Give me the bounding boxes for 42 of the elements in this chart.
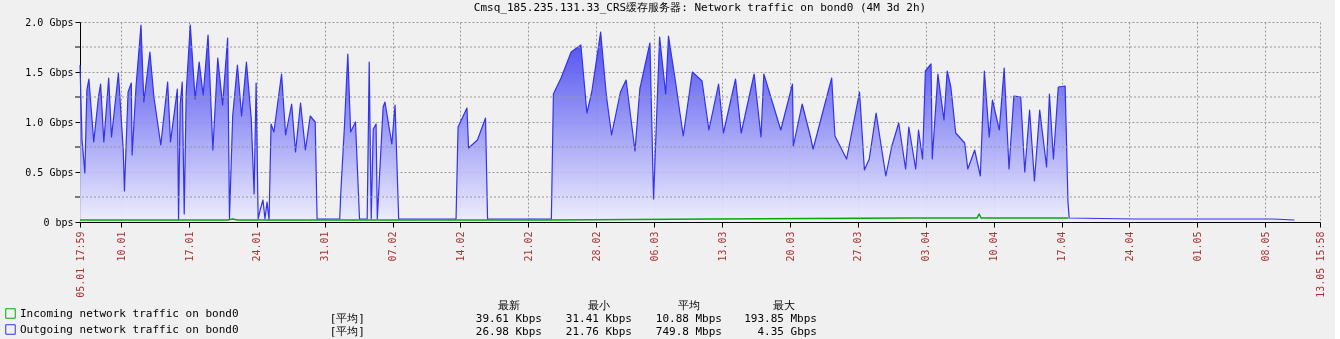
text: [平均] bbox=[329, 312, 365, 325]
text: 26.98 Kbps bbox=[475, 325, 542, 338]
chart-title: Cmsq_185.235.131.33_CRS缓存服务器: Network traffic on bond0 (4M 3d 2h) bbox=[473, 1, 927, 14]
text: 最大 bbox=[773, 299, 795, 312]
text: 最小 bbox=[588, 299, 610, 312]
y-tick-label: 1.5 Gbps bbox=[25, 66, 74, 78]
text: 31.41 Kbps bbox=[565, 312, 632, 325]
text: 749.8 Mbps bbox=[655, 325, 722, 338]
y-tick-label: 1.0 Gbps bbox=[25, 116, 74, 128]
legend-label: Incoming network traffic on bond0 bbox=[20, 306, 239, 320]
text: 4.35 Gbps bbox=[757, 325, 817, 338]
x-tick-label: 21.02 bbox=[522, 231, 534, 262]
y-tick-label: 0 bps bbox=[43, 216, 74, 228]
x-tick-label: 08.05 bbox=[1259, 231, 1271, 262]
x-tick-label: 17.04 bbox=[1056, 231, 1068, 262]
x-tick-label: 13.03 bbox=[716, 231, 728, 262]
x-tick-label: 28.02 bbox=[590, 231, 602, 262]
x-tick-label: 03.04 bbox=[920, 231, 932, 262]
x-tick-label: 13.05 15:58 bbox=[1314, 231, 1326, 298]
x-tick-label: 07.02 bbox=[387, 231, 399, 262]
text: 39.61 Kbps bbox=[475, 312, 542, 325]
text: [平均] bbox=[329, 325, 365, 338]
x-tick-label: 20.03 bbox=[784, 231, 796, 262]
x-tick-label: 01.05 bbox=[1191, 231, 1203, 262]
x-tick-label: 17.01 bbox=[183, 231, 195, 262]
y-tick-label: 2.0 Gbps bbox=[25, 16, 74, 28]
x-tick-label: 24.04 bbox=[1123, 231, 1135, 262]
text: 最新 bbox=[498, 299, 520, 312]
legend-label: Outgoing network traffic on bond0 bbox=[20, 322, 239, 336]
x-tick-label: 10.04 bbox=[988, 231, 1000, 262]
x-tick-label: 27.03 bbox=[852, 231, 864, 262]
x-tick-label: 24.01 bbox=[251, 231, 263, 262]
text: 21.76 Kbps bbox=[565, 325, 632, 338]
x-tick-label: 06.03 bbox=[648, 231, 660, 262]
y-tick-label: 0.5 Gbps bbox=[25, 166, 74, 178]
text: 平均 bbox=[678, 299, 700, 312]
text: 193.85 Mbps bbox=[744, 312, 817, 325]
x-tick-label: 31.01 bbox=[319, 231, 331, 262]
x-tick-label: 14.02 bbox=[454, 231, 466, 262]
x-tick-label: 05.01 17:59 bbox=[74, 231, 86, 298]
x-tick-label: 10.01 bbox=[115, 231, 127, 262]
text: 10.88 Mbps bbox=[655, 312, 722, 325]
